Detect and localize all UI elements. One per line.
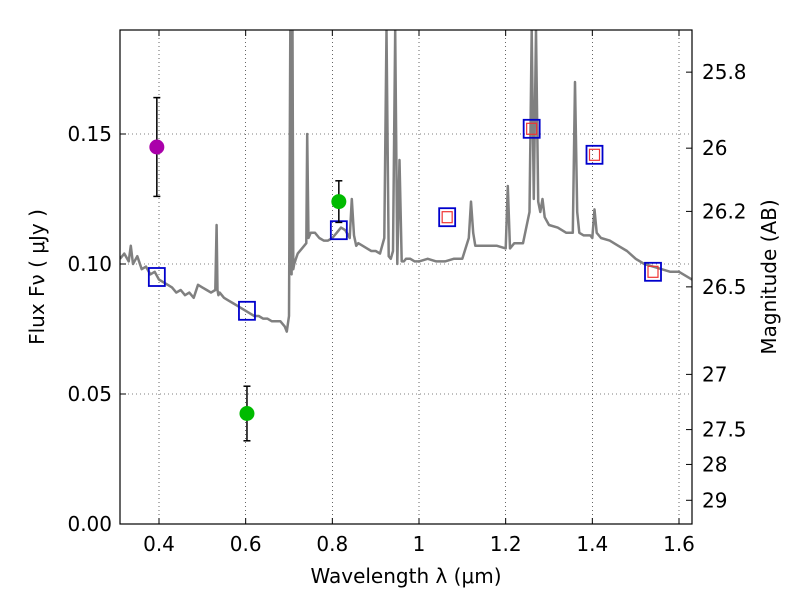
model-photometry-square [147,267,166,287]
grid [120,30,692,524]
magnitude-tick-label: 26.5 [702,275,747,299]
magnitude-tick-label: 26.2 [702,199,747,223]
model-spectrum-line [120,30,692,333]
observed-point [331,194,347,210]
x-tick-label: 0.8 [316,532,348,556]
model-photometry-inner-square [647,265,659,278]
magnitude-axis: 25.8 26 26.2 26.5 27 27.5 28 29 [686,60,747,512]
observed-point [239,406,255,421]
y-tick-label: 0.05 [67,382,112,406]
model-photometry-square [238,300,256,321]
magnitude-tick-label: 27 [702,362,727,386]
plot-area [120,30,692,333]
x-tick-label: 1.4 [576,532,608,556]
model-photometry-inner-square [588,148,601,161]
model-photometry-inner-square [441,211,453,224]
markers [147,96,662,442]
x-tick-label: 0.6 [230,532,262,556]
x-tick-label: 1.2 [490,532,522,556]
y-tick-label: 0.00 [67,512,112,536]
model-photometry-square [438,207,457,228]
y-axis: 0.00 0.05 0.10 0.15 [67,122,126,536]
x-tick-label: 0.4 [143,532,175,556]
model-photometry-square [644,261,662,282]
model-photometry-inner-square [526,122,538,135]
x-tick-label: 1 [413,532,426,556]
y-tick-label: 0.15 [67,122,112,146]
model-photometry-square [585,144,604,165]
x-axis: 0.4 0.6 0.8 1 1.2 1.4 1.6 [143,30,695,556]
y-tick-label: 0.10 [67,252,112,276]
magnitude-tick-label: 25.8 [702,60,747,84]
plot-frame [119,29,693,525]
model-photometry-square [522,118,541,139]
observed-optical-point [149,139,165,155]
plot-background [120,30,692,524]
magnitude-tick-label: 28 [702,452,727,476]
magnitude-axis-label: Magnitude (AB) [757,199,781,354]
y-axis-label: Flux Fν ( μJy ) [25,209,49,345]
x-tick-label: 1.6 [663,532,695,556]
magnitude-tick-label: 29 [702,488,727,512]
magnitude-tick-label: 26 [702,136,727,160]
magnitude-tick-label: 27.5 [702,418,747,442]
x-axis-label: Wavelength λ (μm) [310,564,501,588]
